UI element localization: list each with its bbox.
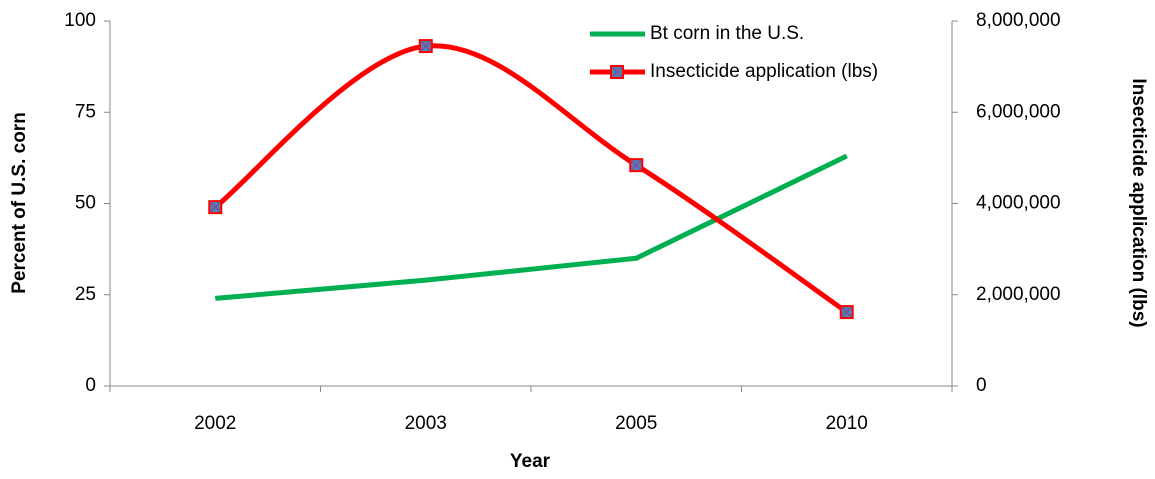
marker	[839, 305, 854, 320]
series-line	[213, 43, 849, 315]
y2-tick-label: 8,000,000	[976, 10, 1061, 31]
x-tick-label: 2002	[194, 413, 236, 434]
y2-axis-label: Insecticide application (lbs)	[1128, 78, 1149, 327]
y2-tick-label: 4,000,000	[976, 193, 1061, 214]
x-tick-label: 2010	[826, 413, 868, 434]
marker	[208, 200, 223, 215]
marker	[418, 39, 433, 54]
legend-label: Insecticide application (lbs)	[650, 61, 878, 82]
y-axis-label: Percent of U.S. corn	[9, 112, 30, 294]
legend-label: Bt corn in the U.S.	[650, 23, 804, 44]
y-tick-label: 50	[75, 193, 96, 214]
y2-tick-label: 2,000,000	[976, 284, 1061, 305]
marker	[610, 65, 624, 79]
y-tick-label: 75	[75, 101, 96, 122]
y2-tick-label: 0	[976, 375, 987, 396]
y2-tick-label: 6,000,000	[976, 101, 1061, 122]
series-line	[215, 153, 848, 301]
y-tick-label: 100	[64, 10, 96, 31]
y-tick-label: 0	[85, 375, 96, 396]
x-tick-label: 2003	[405, 413, 447, 434]
x-tick-label: 2005	[615, 413, 657, 434]
marker	[629, 158, 644, 173]
y-tick-label: 25	[75, 284, 96, 305]
x-axis-label: Year	[510, 451, 551, 472]
